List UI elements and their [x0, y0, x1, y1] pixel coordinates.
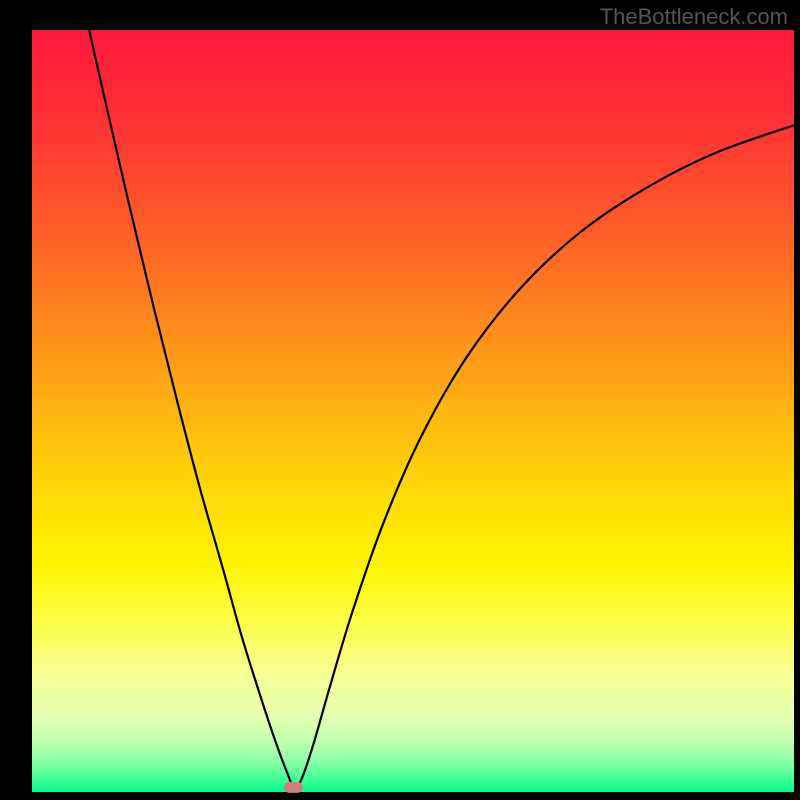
optimal-point-marker — [284, 782, 302, 792]
bottleneck-curve — [32, 30, 794, 792]
watermark-text: TheBottleneck.com — [600, 4, 788, 30]
plot-area — [32, 30, 794, 792]
